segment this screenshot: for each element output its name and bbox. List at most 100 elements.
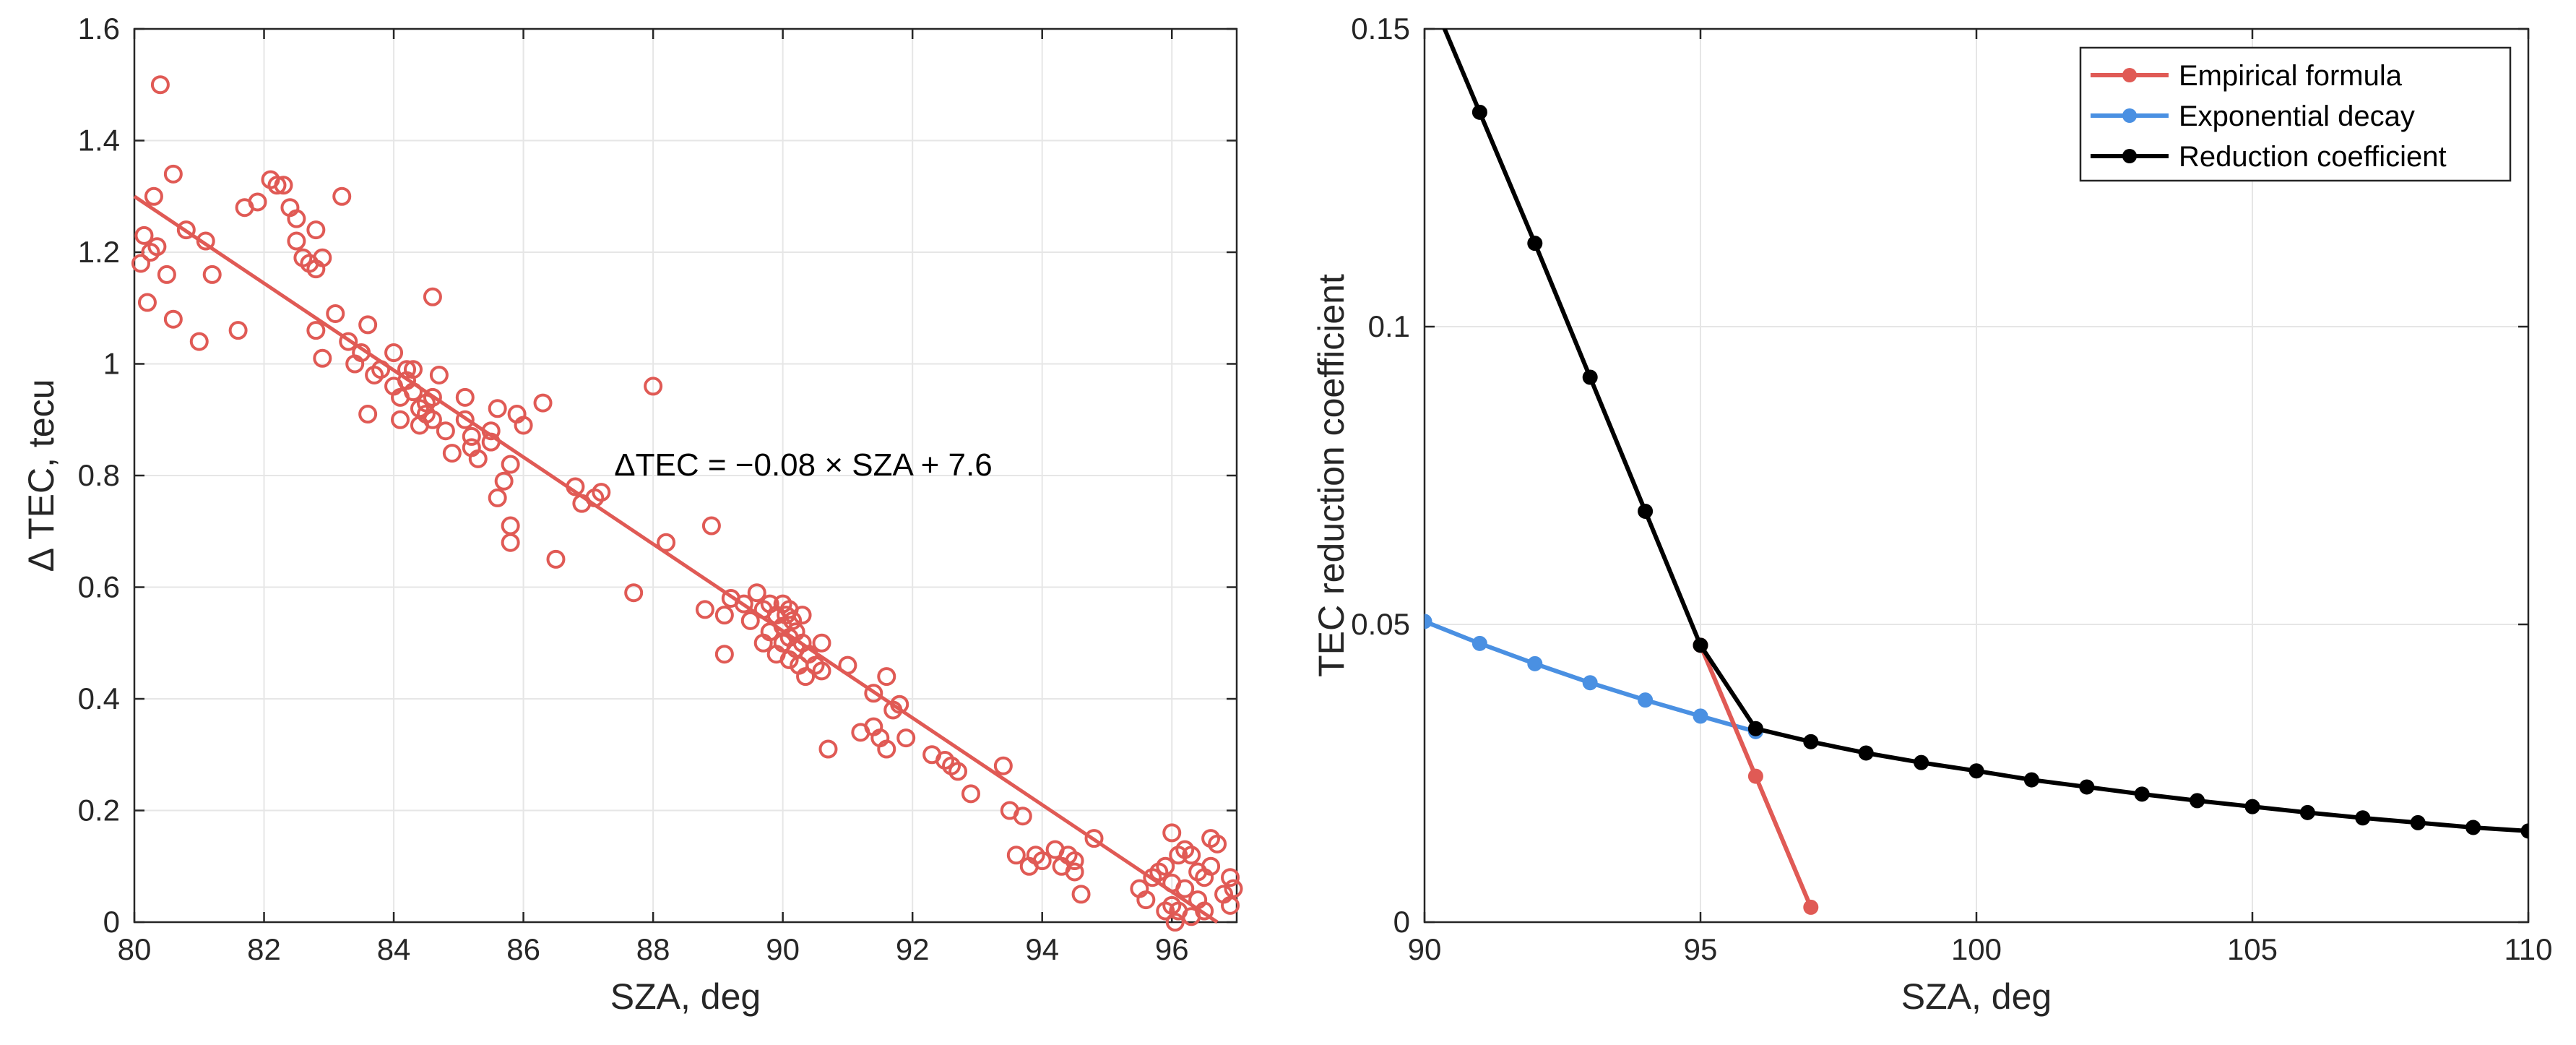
scatter-point (131, 254, 150, 273)
reduction-coefficient-marker (1638, 503, 1654, 519)
reduction-coefficient-marker (2244, 799, 2260, 814)
scatter-point (948, 762, 968, 781)
scatter-point (306, 220, 326, 240)
left-y-tick-label: 1.4 (78, 124, 120, 158)
scatter-point (150, 75, 170, 95)
right-x-tick-label: 95 (1684, 932, 1718, 966)
scatter-point (792, 606, 812, 625)
fit-equation-annotation: ΔTEC = −0.08 × SZA + 7.6 (614, 447, 992, 483)
scatter-point (877, 667, 896, 687)
left-x-tick-label: 92 (896, 932, 930, 966)
left-y-tick-label: 0.8 (78, 458, 120, 492)
reduction-coefficient-marker (1747, 721, 1763, 736)
left-scatter-plot: 80 82 84 86 88 90 92 94 96 0 0.2 0.4 0.6 0.8 1 1.2 1.4 1.… (21, 12, 1243, 1017)
scatter-point (176, 220, 196, 240)
scatter-point (137, 293, 157, 312)
legend-empirical-formula-marker (2122, 68, 2137, 82)
reduction-coefficient-marker (1914, 754, 1929, 770)
left-x-tick-label: 82 (247, 932, 281, 966)
scatter-point (812, 633, 831, 653)
reduction-coefficient-marker (2465, 820, 2481, 835)
reduction-coefficient-marker (1858, 745, 1874, 761)
legend-reduction-coefficient-marker (2122, 149, 2137, 163)
scatter-point (624, 583, 644, 603)
scatter-point (442, 444, 462, 463)
right-x-tick-label: 110 (2504, 932, 2553, 966)
scatter-point (796, 667, 816, 687)
scatter-point (196, 231, 215, 251)
legend-empirical-formula-label: Empirical formula (2179, 60, 2403, 92)
scatter-point (993, 756, 1013, 775)
reduction-coefficient-marker (2299, 804, 2315, 820)
scatter-point (287, 209, 306, 228)
left-y-axis-label: Δ TEC, tecu (21, 379, 61, 572)
scatter-point (248, 192, 267, 212)
left-x-tick-label: 84 (377, 932, 411, 966)
scatter-point (533, 393, 553, 413)
scatter-point (1221, 868, 1240, 887)
scatter-point (714, 645, 734, 664)
left-y-tick-label: 0.4 (78, 681, 120, 715)
left-x-tick-label: 90 (766, 932, 800, 966)
left-y-tick-label: 0.2 (78, 794, 120, 827)
scatter-point (403, 360, 423, 379)
exponential-decay-marker (1471, 635, 1487, 651)
reduction-coefficient-marker (1582, 369, 1598, 385)
scatter-point (1182, 846, 1201, 865)
right-y-tick-label: 0 (1393, 905, 1410, 939)
scatter-point (695, 600, 714, 619)
scatter-point (1156, 901, 1175, 921)
scatter-point (455, 410, 475, 429)
scatter-point (494, 471, 514, 491)
scatter-point (1224, 879, 1243, 898)
scatter-point (740, 611, 760, 630)
scatter-point (818, 739, 838, 759)
reduction-coefficient-marker (1968, 763, 1984, 779)
scatter-point (1136, 890, 1156, 910)
scatter-point (332, 186, 352, 206)
left-x-tick-label: 96 (1155, 932, 1189, 966)
scatter-point (1084, 829, 1104, 848)
exponential-decay-marker (1425, 614, 1432, 629)
scatter-point (1165, 913, 1185, 932)
reduction-coefficient-marker (1803, 734, 1819, 749)
scatter-point (391, 410, 410, 429)
scatter-point (423, 287, 442, 306)
reduction-coefficient-marker (1471, 104, 1487, 120)
legend-exponential-decay-marker (2122, 108, 2137, 123)
scatter-point (163, 309, 183, 329)
scatter-point (157, 265, 176, 284)
right-y-tick-label: 0.15 (1351, 12, 1410, 46)
scatter-point (747, 583, 766, 603)
reduction-coefficient-marker (1527, 236, 1543, 251)
scatter-point (734, 594, 753, 614)
scatter-point (783, 611, 803, 630)
scatter-point (701, 516, 721, 536)
scatter-point (313, 248, 332, 267)
scatter-point (423, 410, 442, 429)
scatter-point (423, 387, 442, 407)
scatter-point (468, 449, 488, 468)
scatter-point (1195, 901, 1214, 921)
scatter-point (961, 784, 980, 804)
scatter-point (1065, 862, 1084, 882)
right-x-tick-label: 100 (1951, 932, 2002, 966)
scatter-point (436, 421, 455, 441)
scatter-point (1201, 856, 1221, 876)
scatter-point (1156, 856, 1175, 876)
reduction-coefficient-marker (2079, 779, 2095, 795)
scatter-point (274, 176, 293, 195)
left-x-tick-label: 80 (118, 932, 152, 966)
right-y-tick-label: 0.1 (1368, 309, 1410, 343)
scatter-point (546, 549, 566, 569)
scatter-point (267, 176, 287, 195)
scatter-point (1175, 879, 1195, 898)
scatter-point (202, 265, 222, 284)
reduction-coefficient-marker (2410, 814, 2426, 830)
left-y-tick-label: 1 (103, 347, 120, 381)
scatter-point (147, 237, 167, 257)
scatter-point (144, 186, 163, 206)
reduction-coefficient-marker (2134, 786, 2150, 802)
left-x-tick-label: 88 (636, 932, 670, 966)
